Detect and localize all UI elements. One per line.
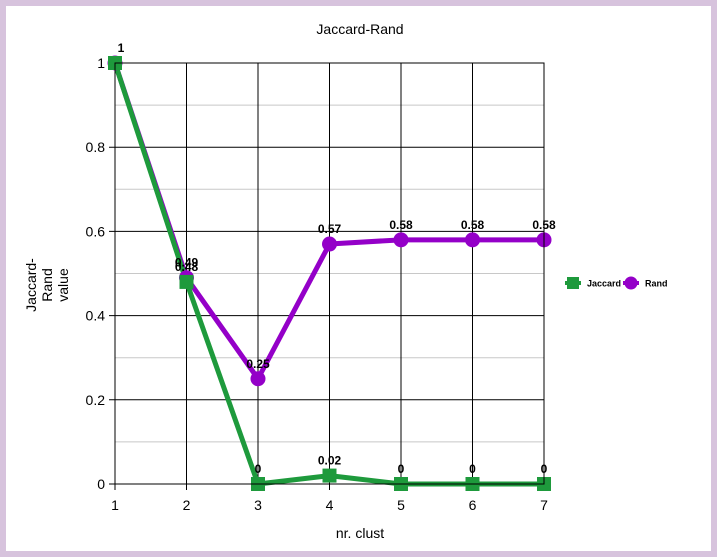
data-label-rand: 0.49 xyxy=(175,256,199,270)
x-tick-label: 5 xyxy=(397,497,405,513)
data-point-rand xyxy=(322,236,337,252)
x-tick-label: 4 xyxy=(326,497,334,513)
data-point-rand xyxy=(393,232,409,248)
legend-marker-jaccard xyxy=(567,277,579,289)
legend-label-rand: Rand xyxy=(645,279,668,289)
x-tick-label: 3 xyxy=(254,497,262,513)
data-label-jaccard: 0.48 xyxy=(175,260,199,274)
y-axis-label-line: Rand xyxy=(39,268,55,301)
chart-title: Jaccard-Rand xyxy=(316,21,403,37)
data-label-rand: 0.57 xyxy=(318,222,342,236)
data-label-rand: 0.58 xyxy=(461,218,485,232)
data-point-jaccard xyxy=(322,468,337,483)
x-tick-label: 2 xyxy=(183,497,191,513)
y-tick-label: 1 xyxy=(97,55,105,71)
y-tick-label: 0.2 xyxy=(86,392,106,408)
x-axis-label: nr. clust xyxy=(336,525,384,541)
grid xyxy=(109,62,545,490)
y-axis-label-line: Jaccard- xyxy=(23,258,39,312)
y-axis-label: Jaccard- Rand value xyxy=(23,258,71,312)
y-tick-label: 0.6 xyxy=(86,223,106,239)
data-label-jaccard: 0 xyxy=(469,462,476,476)
data-label-jaccard: 1 xyxy=(118,41,125,55)
data-point-rand xyxy=(465,232,480,248)
legend-marker-rand xyxy=(624,276,638,290)
y-tick-label: 0.4 xyxy=(86,308,106,324)
legend-label-jaccard: Jaccard xyxy=(587,279,621,289)
plot-border xyxy=(114,62,545,485)
data-label-rand: 0.58 xyxy=(389,218,413,232)
data-point-rand xyxy=(250,371,266,387)
axes: 0 0.2 0.4 0.6 0.8 1 1 2 3 4 5 6 7 xyxy=(86,55,549,513)
data-label-jaccard: 0 xyxy=(398,462,405,476)
data-label-jaccard: 0.02 xyxy=(318,454,342,468)
y-tick-label: 0 xyxy=(97,476,105,492)
data-label-rand: 0.25 xyxy=(246,357,270,371)
y-axis-label-line: value xyxy=(55,268,71,302)
x-tick-label: 6 xyxy=(469,497,477,513)
x-tick-label: 1 xyxy=(111,497,119,513)
x-tick-label: 7 xyxy=(540,497,548,513)
data-label-jaccard: 0 xyxy=(255,462,262,476)
legend: Jaccard Rand xyxy=(565,276,668,290)
data-point-jaccard xyxy=(179,274,194,289)
y-tick-label: 0.8 xyxy=(86,139,106,155)
